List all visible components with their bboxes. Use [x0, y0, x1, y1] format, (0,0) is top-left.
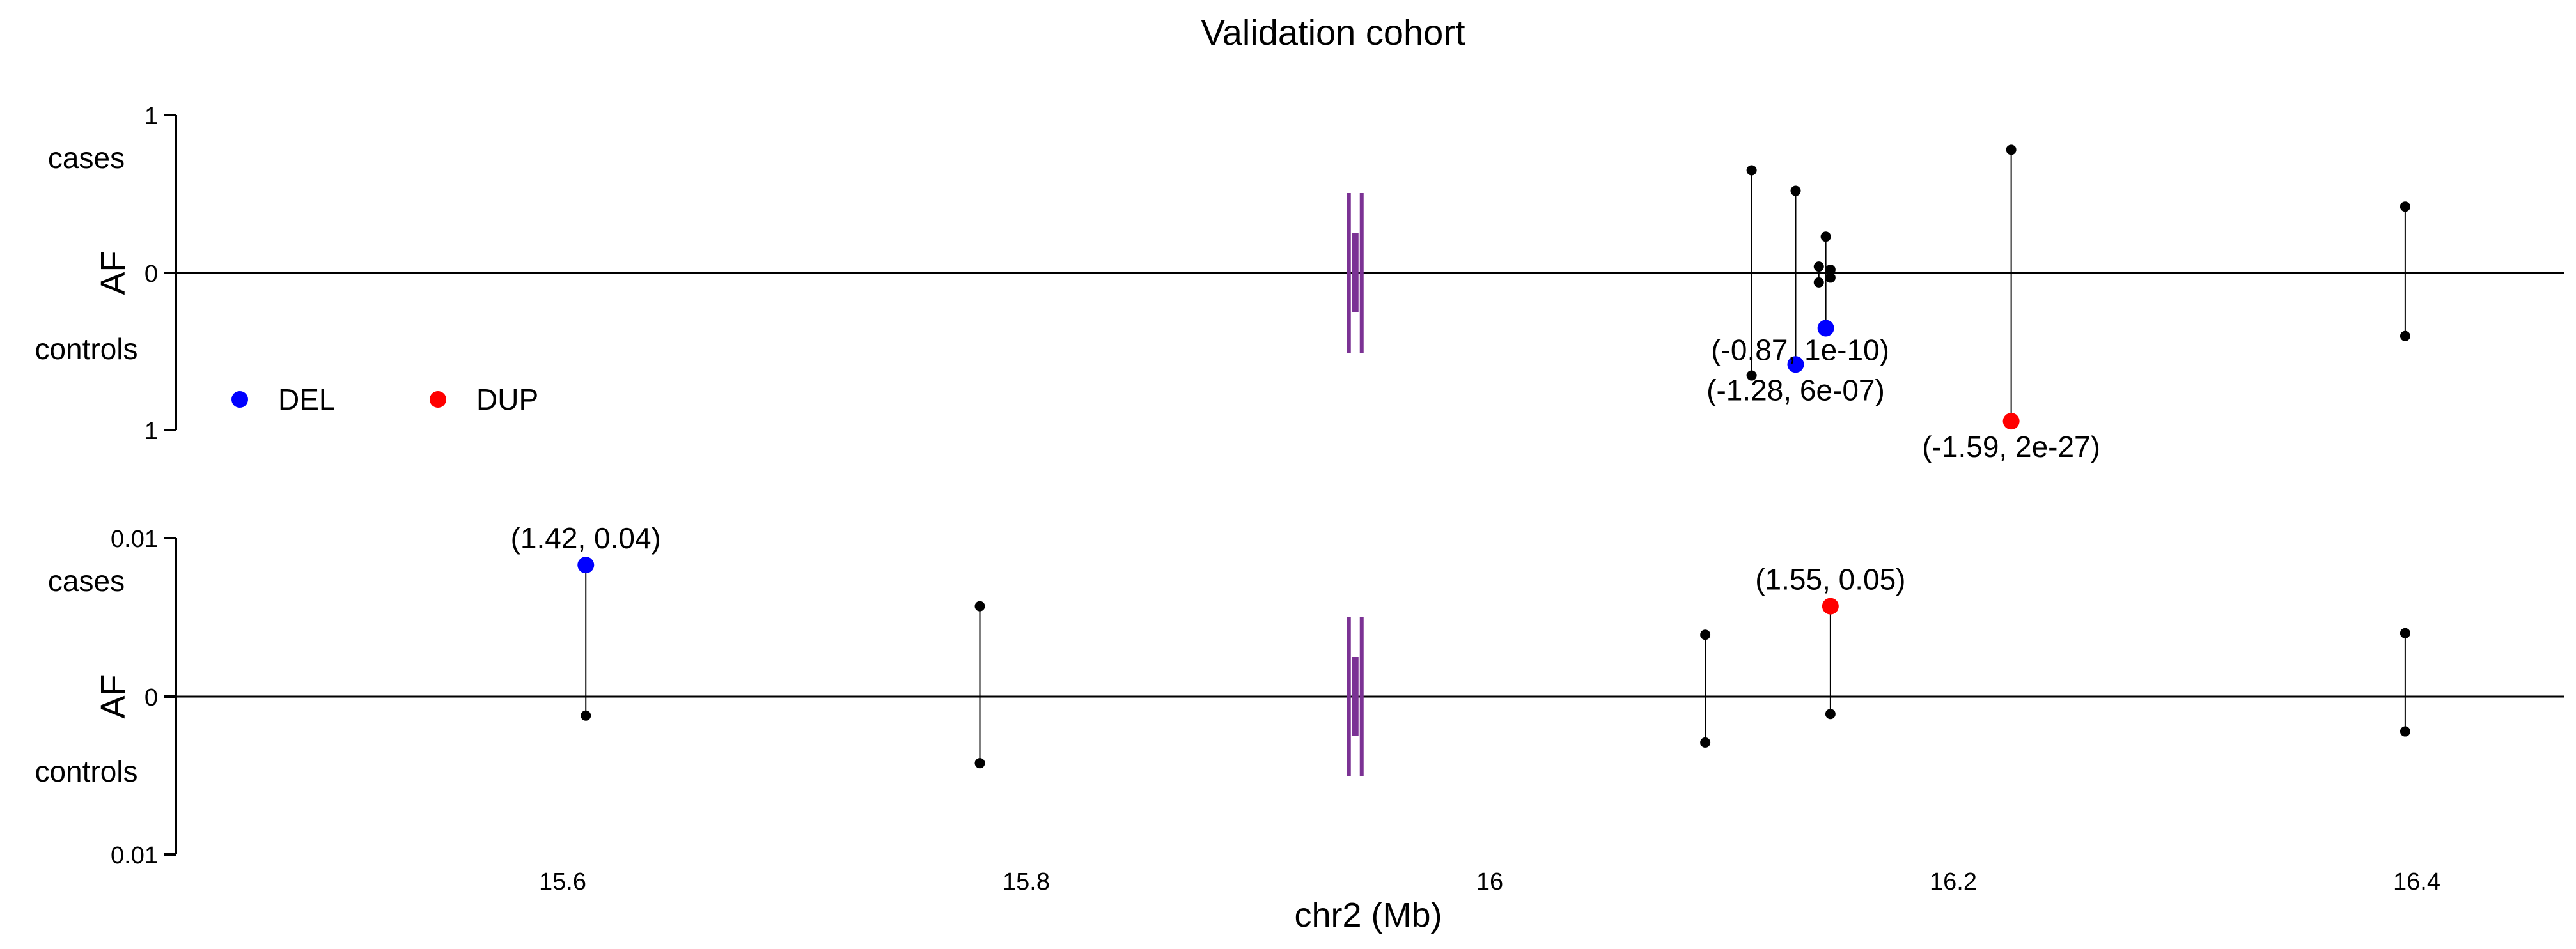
point-annotation: (1.55, 0.05)	[1755, 563, 1905, 596]
y-tick-label: 0.01	[111, 526, 158, 553]
cases-point	[1825, 265, 1836, 275]
controls-point	[1825, 272, 1836, 283]
legend: DEL DUP	[231, 383, 538, 416]
point-annotation: (-1.28, 6e-07)	[1706, 373, 1885, 406]
controls-point	[2400, 726, 2410, 737]
x-axis: 15.6 15.8 16 16.2 16.4	[539, 868, 2440, 895]
controls-point	[581, 710, 591, 721]
chart-title: Validation cohort	[1201, 12, 1465, 52]
legend-label-dup: DUP	[476, 383, 538, 416]
y-tick-label: 0.01	[111, 842, 158, 869]
controls-point	[2400, 330, 2410, 341]
controls-point	[1813, 277, 1824, 288]
controls-point	[974, 758, 985, 769]
y-tick-label: 1	[144, 418, 158, 445]
x-tick-label: 15.6	[539, 868, 586, 895]
cases-point	[1820, 231, 1831, 242]
controls-label: controls	[35, 755, 137, 788]
y-tick-label: 0	[144, 261, 158, 288]
cases-point	[2006, 144, 2017, 155]
cases-point	[2400, 628, 2410, 638]
legend-marker-del	[231, 391, 248, 408]
x-tick-label: 15.8	[1003, 868, 1050, 895]
del-point	[1787, 356, 1804, 373]
point-annotation: (-0.87, 1e-10)	[1711, 333, 1889, 366]
del-point	[577, 557, 595, 574]
dup-point	[2002, 413, 2020, 430]
cases-label: cases	[48, 564, 125, 598]
y-tick-label: 1	[144, 103, 158, 130]
top-panel: 1 0 1 cases controls AF (-1.28, 6e-07) (-0.87, …	[35, 103, 2564, 463]
controls-point	[1825, 709, 1836, 720]
controls-point	[1700, 737, 1711, 748]
cases-point	[1700, 629, 1711, 640]
legend-marker-dup	[430, 391, 446, 408]
y-axis-title: AF	[94, 251, 132, 295]
cases-point	[1790, 185, 1801, 196]
cases-point	[1813, 261, 1824, 272]
legend-label-del: DEL	[278, 383, 335, 416]
y-tick-label: 0	[144, 684, 158, 711]
cases-point	[974, 601, 985, 612]
cases-label: cases	[48, 141, 125, 174]
point-annotation: (1.42, 0.04)	[511, 521, 661, 555]
x-tick-label: 16	[1476, 868, 1503, 895]
point-annotation: (-1.59, 2e-27)	[1922, 430, 2100, 463]
controls-label: controls	[35, 332, 137, 366]
x-axis-title: chr2 (Mb)	[1294, 896, 1442, 934]
cases-point	[1746, 165, 1757, 176]
x-tick-label: 16.4	[2393, 868, 2440, 895]
del-point	[1817, 320, 1834, 337]
y-axis-title: AF	[94, 674, 132, 718]
dup-point	[1822, 598, 1839, 615]
cases-point	[2400, 201, 2410, 212]
bottom-panel: 0.01 0 0.01 cases controls AF (1.42, 0.04) (1.5…	[35, 521, 2564, 869]
x-tick-label: 16.2	[1930, 868, 1977, 895]
controls-point	[1746, 370, 1757, 381]
